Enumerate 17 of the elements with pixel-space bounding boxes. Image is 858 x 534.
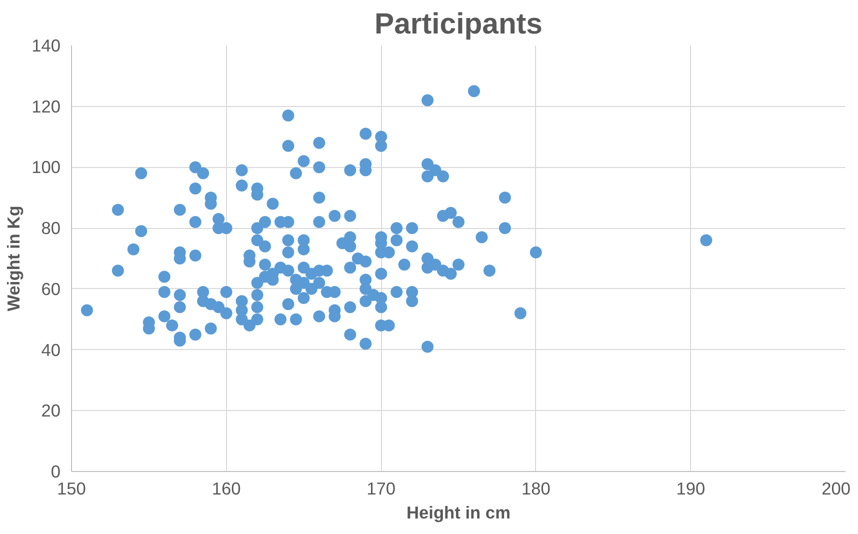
- x-axis-title: Height in cm: [406, 502, 510, 522]
- y-tick-label: 100: [32, 157, 61, 178]
- y-tick-label: 40: [41, 340, 61, 360]
- x-tick-label: 200: [822, 478, 851, 498]
- chart-title: Participants: [374, 8, 542, 40]
- x-tick-label: 180: [521, 478, 550, 498]
- x-tick-label: 160: [212, 478, 241, 498]
- x-tick-label: 190: [676, 478, 706, 498]
- y-tick-label: 20: [41, 400, 61, 421]
- y-tick-label: 60: [41, 278, 61, 299]
- y-tick-label: 120: [32, 96, 61, 116]
- y-tick-label: 0: [50, 462, 61, 482]
- y-axis-title: Weight in Kg: [4, 206, 24, 312]
- x-tick-label: 150: [57, 478, 86, 498]
- y-tick-label: 80: [41, 218, 61, 238]
- x-tick-label: 170: [366, 478, 396, 498]
- y-tick-label: 140: [32, 36, 61, 56]
